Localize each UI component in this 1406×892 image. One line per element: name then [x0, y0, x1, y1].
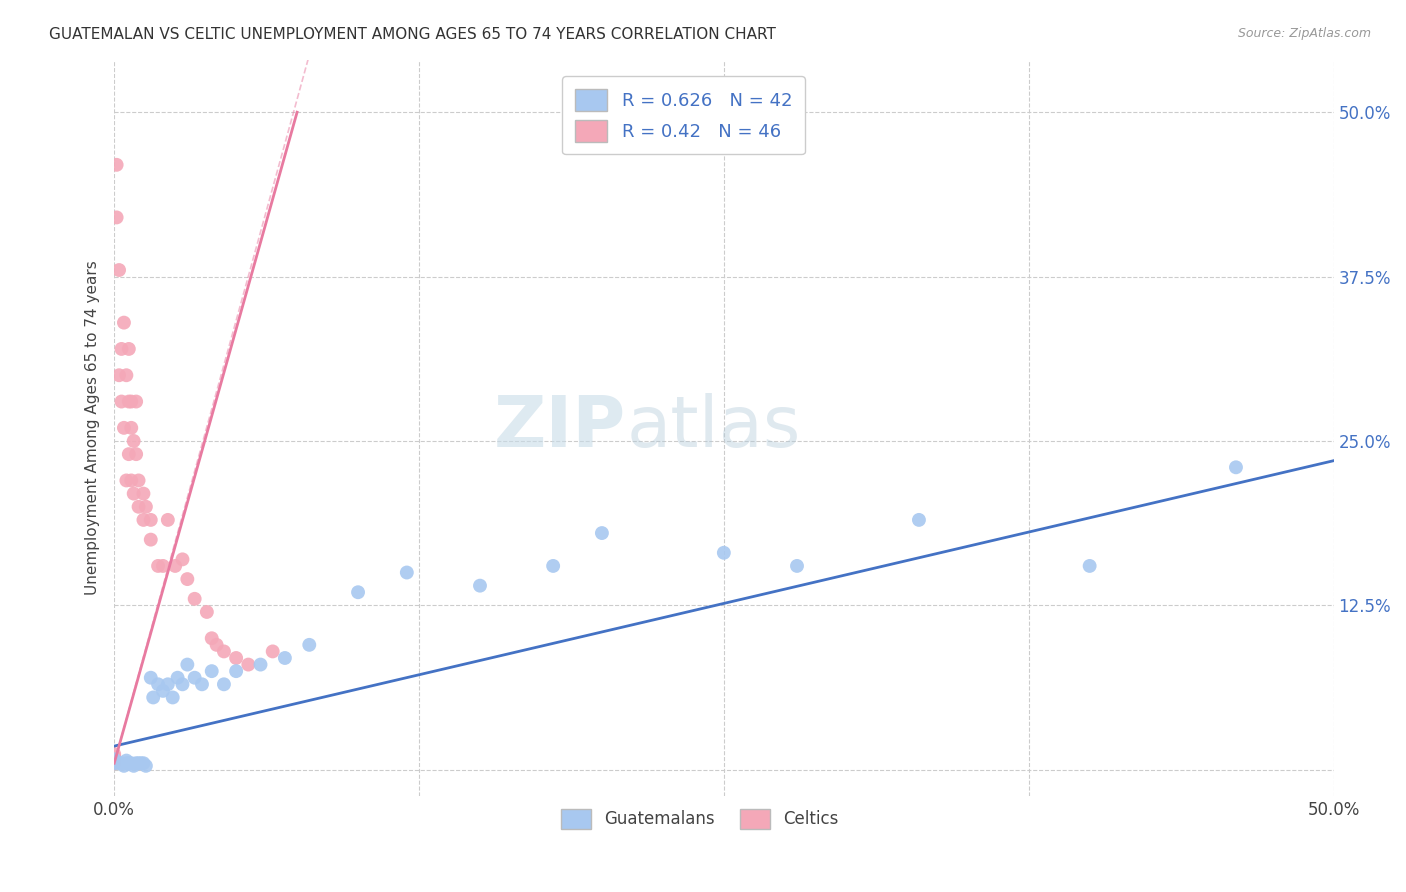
Point: [118, 394, 141, 409]
Point: [212, 677, 235, 691]
Point: [125, 394, 148, 409]
Point: [125, 447, 148, 461]
Point: [1225, 460, 1247, 475]
Text: atlas: atlas: [626, 393, 800, 462]
Point: [108, 263, 131, 277]
Point: [262, 644, 284, 658]
Text: GUATEMALAN VS CELTIC UNEMPLOYMENT AMONG AGES 65 TO 74 YEARS CORRELATION CHART: GUATEMALAN VS CELTIC UNEMPLOYMENT AMONG …: [49, 27, 776, 42]
Legend: Guatemalans, Celtics: Guatemalans, Celtics: [554, 802, 845, 836]
Point: [135, 759, 157, 773]
Text: ZIP: ZIP: [494, 393, 626, 462]
Point: [118, 447, 141, 461]
Point: [225, 664, 247, 678]
Point: [103, 749, 125, 764]
Point: [347, 585, 370, 599]
Point: [142, 690, 165, 705]
Point: [108, 756, 131, 771]
Point: [110, 756, 132, 771]
Point: [115, 754, 138, 768]
Point: [115, 368, 138, 383]
Point: [713, 546, 735, 560]
Y-axis label: Unemployment Among Ages 65 to 74 years: Unemployment Among Ages 65 to 74 years: [86, 260, 100, 595]
Point: [132, 513, 155, 527]
Point: [541, 558, 564, 573]
Point: [103, 756, 125, 771]
Point: [786, 558, 808, 573]
Point: [172, 552, 194, 566]
Point: [201, 664, 224, 678]
Point: [112, 421, 135, 435]
Point: [120, 756, 142, 771]
Point: [468, 579, 491, 593]
Point: [122, 759, 145, 773]
Point: [139, 671, 162, 685]
Point: [172, 677, 194, 691]
Point: [110, 342, 132, 356]
Point: [176, 572, 198, 586]
Point: [591, 526, 613, 541]
Point: [128, 500, 150, 514]
Point: [146, 677, 169, 691]
Point: [120, 474, 142, 488]
Point: [152, 684, 174, 698]
Point: [135, 500, 157, 514]
Point: [122, 486, 145, 500]
Point: [201, 632, 224, 646]
Point: [139, 513, 162, 527]
Point: [249, 657, 271, 672]
Point: [1078, 558, 1101, 573]
Point: [212, 644, 235, 658]
Point: [156, 677, 179, 691]
Point: [118, 756, 141, 771]
Point: [183, 671, 205, 685]
Point: [395, 566, 418, 580]
Point: [129, 756, 152, 771]
Point: [146, 558, 169, 573]
Point: [103, 752, 125, 766]
Point: [120, 394, 142, 409]
Point: [191, 677, 214, 691]
Point: [110, 394, 132, 409]
Point: [128, 756, 150, 771]
Point: [122, 434, 145, 448]
Point: [115, 756, 138, 771]
Point: [152, 558, 174, 573]
Point: [108, 368, 131, 383]
Point: [132, 756, 155, 771]
Point: [103, 747, 125, 761]
Point: [156, 513, 179, 527]
Point: [112, 316, 135, 330]
Point: [274, 651, 297, 665]
Point: [195, 605, 218, 619]
Point: [103, 756, 125, 771]
Point: [118, 342, 141, 356]
Point: [225, 651, 247, 665]
Point: [139, 533, 162, 547]
Point: [238, 657, 260, 672]
Point: [105, 211, 128, 225]
Point: [120, 421, 142, 435]
Point: [103, 752, 125, 766]
Point: [162, 690, 184, 705]
Point: [205, 638, 228, 652]
Point: [125, 756, 148, 771]
Point: [183, 591, 205, 606]
Point: [908, 513, 931, 527]
Point: [165, 558, 187, 573]
Point: [112, 759, 135, 773]
Point: [103, 756, 125, 771]
Point: [166, 671, 188, 685]
Point: [128, 474, 150, 488]
Point: [105, 158, 128, 172]
Point: [176, 657, 198, 672]
Point: [298, 638, 321, 652]
Point: [132, 486, 155, 500]
Text: Source: ZipAtlas.com: Source: ZipAtlas.com: [1237, 27, 1371, 40]
Point: [115, 474, 138, 488]
